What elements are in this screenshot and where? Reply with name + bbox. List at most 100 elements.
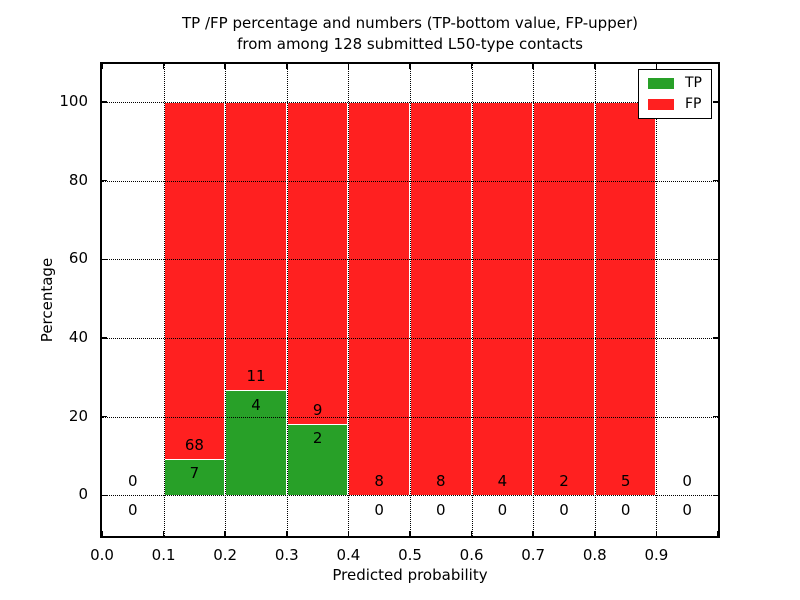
gridline-x-0.6 bbox=[471, 64, 473, 536]
fp-bar-segment bbox=[533, 101, 595, 496]
tp-bar-segment bbox=[225, 390, 287, 496]
x-tick-label-0.0: 0.0 bbox=[90, 546, 114, 564]
legend-label-fp: FP bbox=[685, 96, 702, 112]
legend-swatch-tp-icon bbox=[648, 78, 674, 89]
x-tick-label-0.3: 0.3 bbox=[274, 546, 299, 564]
y-tick-mark-right bbox=[713, 415, 718, 418]
x-tick-mark bbox=[470, 531, 473, 536]
legend-label-tp: TP bbox=[685, 75, 702, 91]
fp-count-label: 2 bbox=[559, 472, 569, 491]
tp-count-label: 0 bbox=[497, 500, 508, 519]
x-tick-mark bbox=[224, 531, 226, 536]
x-tick-mark bbox=[162, 531, 165, 536]
gridline-x-0.9 bbox=[656, 64, 658, 536]
fp-bar-segment bbox=[348, 101, 410, 496]
fp-count-label: 68 bbox=[184, 435, 204, 454]
y-tick-label-20: 20 bbox=[68, 406, 88, 425]
gridline-x-0.2 bbox=[225, 64, 227, 536]
legend: TP FP bbox=[638, 69, 712, 119]
x-tick-mark-top bbox=[162, 64, 165, 69]
fp-count-label: 0 bbox=[128, 472, 138, 491]
tp-count-label: 2 bbox=[312, 429, 323, 447]
y-tick-mark bbox=[102, 415, 107, 418]
gridline-x-0.5 bbox=[410, 64, 411, 536]
tp-count-label: 0 bbox=[128, 500, 138, 519]
x-axis-label: Predicted probability bbox=[332, 566, 488, 584]
fp-count-label: 4 bbox=[497, 472, 508, 491]
x-tick-label-0.6: 0.6 bbox=[459, 546, 484, 564]
gridline-x-0.4 bbox=[348, 64, 350, 536]
tp-count-label: 0 bbox=[374, 500, 384, 519]
fp-count-label: 0 bbox=[682, 472, 692, 491]
x-tick-label-0.5: 0.5 bbox=[398, 546, 422, 564]
fp-bar-segment bbox=[594, 101, 657, 496]
y-axis-label: Percentage bbox=[38, 257, 56, 343]
gridline-x-0.7 bbox=[533, 64, 535, 536]
x-tick-mark bbox=[532, 531, 534, 536]
tp-bar-segment bbox=[163, 458, 226, 496]
x-tick-mark-top bbox=[655, 64, 658, 69]
x-tick-mark-top bbox=[594, 64, 596, 69]
tp-bar-segment bbox=[286, 423, 349, 496]
x-tick-mark-top bbox=[286, 64, 288, 69]
gridline-x-0.3 bbox=[286, 64, 288, 536]
tp-count-label: 0 bbox=[436, 500, 446, 519]
y-tick-mark-right bbox=[713, 101, 718, 103]
fp-count-label: 9 bbox=[312, 400, 323, 419]
x-tick-label-0.9: 0.9 bbox=[644, 546, 669, 564]
legend-item-fp: FP bbox=[648, 97, 702, 112]
x-tick-mark bbox=[594, 531, 596, 536]
fp-count-label: 8 bbox=[374, 472, 384, 491]
x-tick-mark-top bbox=[101, 64, 103, 69]
gridline-x-0.1 bbox=[163, 64, 165, 536]
y-tick-mark bbox=[102, 258, 107, 260]
fp-bar-segment bbox=[410, 101, 472, 496]
y-tick-mark-right bbox=[713, 494, 718, 497]
x-tick-mark-top bbox=[224, 64, 226, 69]
gridline-x-0.8 bbox=[594, 64, 596, 536]
y-tick-mark-right bbox=[713, 258, 718, 260]
x-tick-mark bbox=[286, 531, 288, 536]
y-tick-mark-right bbox=[713, 337, 718, 339]
tp-count-label: 4 bbox=[251, 395, 261, 414]
y-tick-mark bbox=[102, 179, 107, 182]
fp-count-label: 8 bbox=[436, 472, 446, 491]
x-tick-mark-top bbox=[470, 64, 473, 69]
tp-count-label: 7 bbox=[189, 463, 200, 482]
x-tick-label-0.4: 0.4 bbox=[336, 546, 361, 564]
x-tick-label-0.7: 0.7 bbox=[521, 546, 546, 564]
x-tick-mark bbox=[716, 531, 718, 536]
x-tick-mark bbox=[655, 531, 658, 536]
legend-item-tp: TP bbox=[648, 76, 702, 91]
y-tick-mark bbox=[102, 494, 107, 497]
y-tick-label-0: 0 bbox=[78, 485, 88, 504]
x-tick-label-0.1: 0.1 bbox=[151, 546, 176, 564]
chart-title-line2: from among 128 submitted L50-type contac… bbox=[237, 35, 583, 53]
tp-count-label: 0 bbox=[620, 500, 631, 519]
x-tick-mark bbox=[347, 531, 350, 536]
plot-area: TP FP 0 20 40 60 80 100 0.0 0.1 0.2 0.3 0.4 0.5 0.6 0… bbox=[59, 62, 720, 564]
legend-swatch-fp-icon bbox=[648, 99, 674, 110]
x-tick-label-0.2: 0.2 bbox=[213, 546, 238, 564]
fp-bar-segment bbox=[471, 101, 534, 496]
tp-count-label: 0 bbox=[559, 500, 569, 519]
x-tick-mark bbox=[409, 531, 411, 536]
fp-count-label: 5 bbox=[620, 472, 631, 491]
fp-count-label: 11 bbox=[246, 367, 266, 386]
x-tick-mark-top bbox=[409, 64, 411, 69]
y-tick-mark bbox=[102, 337, 107, 339]
y-tick-label-80: 80 bbox=[68, 170, 88, 189]
y-tick-mark-right bbox=[713, 179, 718, 182]
x-tick-mark-top bbox=[347, 64, 350, 69]
y-tick-label-60: 60 bbox=[68, 249, 88, 268]
x-tick-label-0.8: 0.8 bbox=[582, 546, 607, 564]
tp-count-label: 0 bbox=[682, 500, 692, 519]
y-tick-label-40: 40 bbox=[68, 327, 88, 346]
fp-bar-segment bbox=[163, 101, 226, 496]
y-tick-label-100: 100 bbox=[59, 91, 88, 110]
chart-title-line1: TP /FP percentage and numbers (TP-bottom… bbox=[182, 14, 638, 32]
y-tick-mark bbox=[102, 101, 107, 103]
x-tick-mark bbox=[101, 531, 103, 536]
x-tick-mark-top bbox=[532, 64, 534, 69]
